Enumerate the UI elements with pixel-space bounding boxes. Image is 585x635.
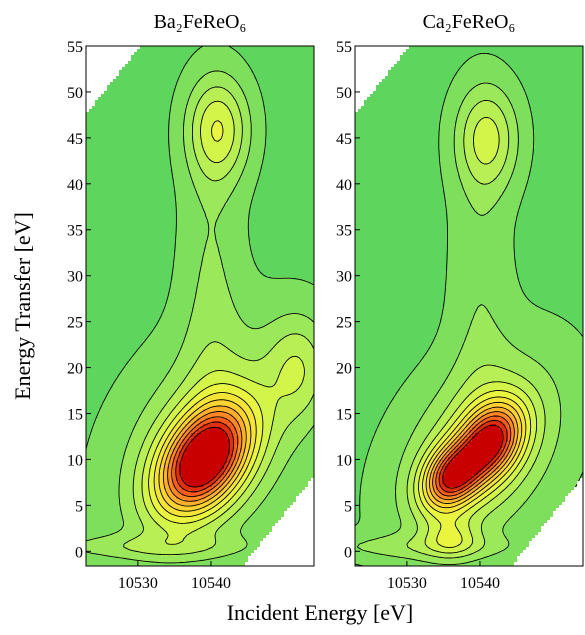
contour-line	[438, 420, 508, 493]
y-tick-label: 5	[344, 498, 352, 515]
x-tick-label: 10530	[387, 575, 427, 592]
x-tick-label: 10530	[118, 575, 158, 592]
y-tick-label: 55	[336, 39, 352, 56]
y-tick-label: 40	[336, 177, 352, 194]
y-tick-label: 30	[336, 269, 352, 286]
y-tick-label: 0	[344, 544, 352, 561]
y-tick-label: 25	[67, 315, 83, 332]
contour-line	[175, 421, 235, 493]
contour-line	[354, 52, 584, 567]
contour-line	[418, 390, 532, 548]
x-tick-label: 10540	[460, 575, 500, 592]
contour-line	[85, 70, 315, 564]
y-tick-label: 30	[67, 269, 83, 286]
y-tick-label: 45	[67, 131, 83, 148]
contour-line	[85, 45, 315, 450]
contour-line	[179, 426, 230, 488]
x-axis-label: Incident Energy [eV]	[227, 600, 414, 625]
contour-line	[356, 82, 562, 566]
y-tick-label: 15	[336, 406, 352, 423]
y-tick-label: 25	[336, 315, 352, 332]
contour-line	[162, 405, 247, 507]
y-tick-label: 35	[336, 223, 352, 240]
panel-title: Ca₂FeReO₆	[423, 11, 516, 33]
y-tick-label: 0	[75, 544, 83, 561]
contour-line	[148, 120, 264, 524]
y-tick-label: 10	[336, 452, 352, 469]
contour-line	[413, 116, 538, 554]
contour-line	[428, 406, 519, 504]
y-tick-label: 20	[67, 361, 83, 378]
contour-line	[425, 401, 523, 509]
y-axis-label: Energy Transfer [eV]	[10, 212, 35, 400]
y-tick-label: 5	[75, 498, 83, 515]
contour-line	[442, 424, 504, 489]
contour-line	[167, 411, 243, 502]
y-tick-label: 15	[67, 406, 83, 423]
y-tick-label: 10	[67, 452, 83, 469]
contour-line	[435, 415, 512, 497]
y-tick-label: 50	[67, 85, 83, 102]
y-tick-label: 55	[67, 39, 83, 56]
panel: Ba₂FeReO₆ 0 5 10 15 20 25 30 35 40 45 50 55 10530 1054…	[67, 11, 315, 592]
contour-line	[123, 86, 315, 556]
y-tick-label: 35	[67, 223, 83, 240]
plot-frame	[85, 45, 315, 567]
y-tick-label: 20	[336, 361, 352, 378]
contour-line	[432, 411, 515, 501]
panel-title: Ba₂FeReO₆	[154, 11, 247, 33]
y-tick-label: 45	[336, 131, 352, 148]
contour-line	[141, 100, 305, 545]
plot-frame	[354, 45, 584, 567]
x-tick-label: 10540	[191, 575, 231, 592]
contour-band	[179, 427, 230, 487]
contour-line	[171, 416, 239, 498]
contour-line	[158, 399, 252, 512]
contour-band	[442, 424, 502, 487]
y-tick-label: 40	[67, 177, 83, 194]
y-tick-label: 50	[336, 85, 352, 102]
contour-line	[153, 392, 257, 518]
contour-line	[422, 396, 527, 514]
panel: Ca₂FeReO₆ 0 5 10 15 20 25 30 35 40 45 50 55 10530 1054…	[336, 11, 584, 592]
contour-line	[406, 99, 546, 559]
